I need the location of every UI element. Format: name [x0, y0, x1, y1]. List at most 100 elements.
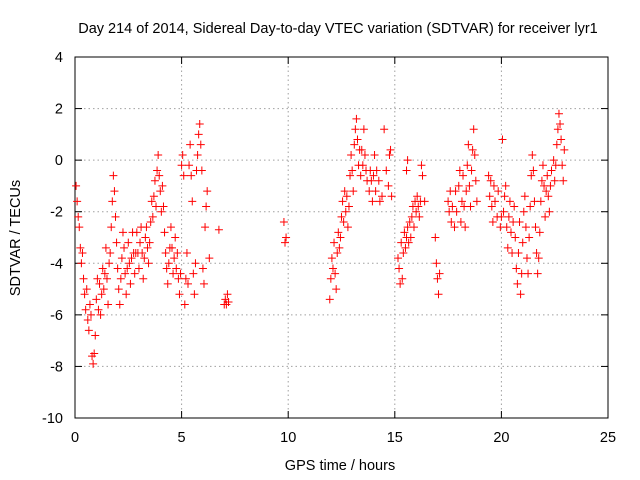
data-point	[469, 125, 478, 134]
data-point	[116, 274, 125, 283]
data-point	[432, 259, 441, 268]
data-point	[170, 254, 179, 263]
data-point	[162, 264, 171, 273]
data-point	[117, 254, 126, 263]
data-point	[121, 269, 130, 278]
data-point	[452, 207, 461, 216]
data-point	[553, 125, 562, 134]
data-point	[387, 192, 396, 201]
axis-ticks	[74, 56, 609, 419]
data-point	[543, 171, 552, 180]
data-point	[173, 248, 182, 257]
data-point	[385, 150, 394, 159]
data-point	[372, 166, 381, 175]
data-point	[545, 207, 554, 216]
data-point	[182, 248, 191, 257]
data-point	[348, 166, 357, 175]
data-point	[145, 238, 154, 247]
data-point	[140, 254, 149, 263]
data-point	[146, 218, 155, 227]
data-point	[164, 259, 173, 268]
data-point	[467, 166, 476, 175]
data-point	[102, 274, 111, 283]
x-tick-label: 20	[493, 430, 509, 446]
data-point	[158, 181, 167, 190]
data-point	[179, 171, 188, 180]
data-point	[108, 197, 117, 206]
data-point	[98, 264, 107, 273]
y-tick-label: 4	[55, 50, 63, 66]
data-point	[356, 171, 365, 180]
y-tick-label: -6	[50, 308, 63, 324]
data-point	[203, 187, 212, 196]
data-point	[205, 254, 214, 263]
data-point	[118, 228, 127, 237]
data-point	[554, 109, 563, 118]
data-point	[196, 140, 205, 149]
data-point	[198, 264, 207, 273]
data-point	[279, 218, 288, 227]
data-point	[522, 254, 531, 263]
x-tick-label: 15	[387, 430, 403, 446]
data-point	[188, 197, 197, 206]
data-point	[333, 248, 342, 257]
data-point	[202, 202, 211, 211]
data-point	[157, 207, 166, 216]
data-point	[374, 176, 383, 185]
data-point	[91, 331, 100, 340]
data-point	[124, 238, 133, 247]
data-point	[368, 197, 377, 206]
data-point	[559, 176, 568, 185]
data-point	[491, 197, 500, 206]
data-point	[503, 243, 512, 252]
data-point	[513, 279, 522, 288]
data-point	[84, 326, 93, 335]
data-point	[193, 150, 202, 159]
data-point	[534, 254, 543, 263]
data-point	[447, 218, 456, 227]
data-point	[95, 279, 104, 288]
data-point	[413, 192, 422, 201]
data-point	[487, 202, 496, 211]
data-point	[549, 156, 558, 165]
data-point	[163, 279, 172, 288]
data-point	[106, 248, 115, 257]
data-point	[334, 228, 343, 237]
data-point	[514, 248, 523, 257]
data-point	[111, 212, 120, 221]
data-point	[406, 233, 415, 242]
plot-frame	[74, 56, 609, 419]
data-point	[80, 290, 89, 299]
data-point	[134, 264, 143, 273]
data-point	[332, 285, 341, 294]
data-point	[83, 316, 92, 325]
y-tick-label: -10	[42, 411, 63, 427]
data-point	[552, 140, 561, 149]
data-point	[544, 192, 553, 201]
data-point	[168, 243, 177, 252]
data-point	[499, 207, 508, 216]
data-point	[378, 192, 387, 201]
data-point	[123, 264, 132, 273]
data-point	[148, 212, 157, 221]
data-point	[72, 181, 81, 190]
data-point	[360, 150, 369, 159]
data-point	[546, 181, 555, 190]
data-point	[380, 125, 389, 134]
data-point	[79, 274, 88, 283]
data-point	[195, 120, 204, 129]
data-point	[498, 135, 507, 144]
data-point	[547, 166, 556, 175]
data-point	[456, 218, 465, 227]
y-tick-label: -8	[50, 359, 63, 375]
data-point	[346, 171, 355, 180]
y-axis-label: SDTVAR / TECUs	[8, 180, 24, 296]
data-point	[340, 187, 349, 196]
data-point	[558, 161, 567, 170]
data-point	[414, 202, 423, 211]
data-point	[186, 140, 195, 149]
data-point	[397, 238, 406, 247]
data-point	[120, 243, 129, 252]
data-point	[351, 125, 360, 134]
